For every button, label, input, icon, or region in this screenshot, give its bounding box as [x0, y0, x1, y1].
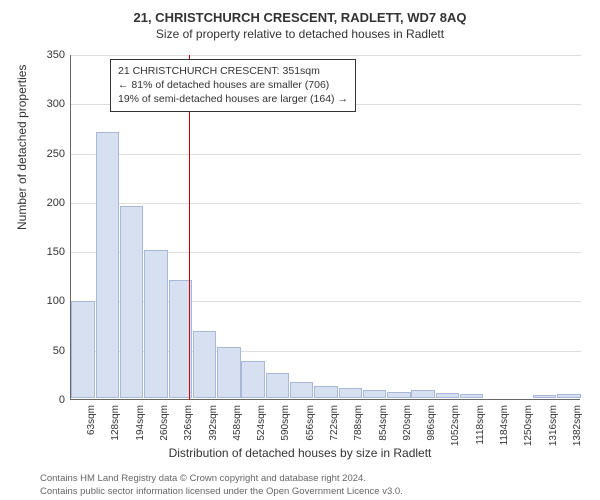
x-tick-label: 590sqm — [280, 405, 291, 441]
x-tick-label: 1316sqm — [548, 405, 559, 446]
histogram-bar — [120, 206, 143, 398]
x-tick-label: 656sqm — [305, 405, 316, 441]
histogram-bar — [533, 395, 556, 398]
x-axis-label: Distribution of detached houses by size … — [0, 446, 600, 460]
y-tick-label: 350 — [25, 49, 65, 61]
info-line-3: 19% of semi-detached houses are larger (… — [118, 92, 348, 106]
info-line-2: ← 81% of detached houses are smaller (70… — [118, 78, 348, 92]
gridline — [71, 55, 581, 56]
info-box: 21 CHRISTCHURCH CRESCENT: 351sqm ← 81% o… — [110, 59, 356, 112]
footer-line-2: Contains public sector information licen… — [40, 486, 403, 498]
chart-area: 05010015020025030035063sqm128sqm194sqm26… — [70, 55, 580, 400]
histogram-bar — [290, 382, 313, 398]
histogram-bar — [363, 390, 386, 398]
x-tick-label: 920sqm — [402, 405, 413, 441]
histogram-bar — [460, 394, 483, 398]
x-tick-label: 63sqm — [86, 405, 97, 435]
histogram-bar — [314, 386, 337, 398]
histogram-bar — [96, 132, 119, 398]
y-tick-label: 300 — [25, 98, 65, 110]
x-tick-label: 260sqm — [159, 405, 170, 441]
footer-line-1: Contains HM Land Registry data © Crown c… — [40, 473, 403, 485]
histogram-bar — [71, 301, 94, 398]
x-tick-label: 854sqm — [378, 405, 389, 441]
histogram-bar — [436, 393, 459, 398]
y-tick-label: 250 — [25, 148, 65, 160]
y-tick-label: 100 — [25, 295, 65, 307]
x-tick-label: 986sqm — [426, 405, 437, 441]
chart-title: 21, CHRISTCHURCH CRESCENT, RADLETT, WD7 … — [0, 0, 600, 25]
x-tick-label: 128sqm — [110, 405, 121, 441]
histogram-bar — [387, 392, 410, 398]
info-line-1: 21 CHRISTCHURCH CRESCENT: 351sqm — [118, 64, 348, 78]
x-tick-label: 458sqm — [232, 405, 243, 441]
histogram-bar — [241, 361, 264, 398]
histogram-bar — [557, 394, 580, 398]
histogram-bar — [411, 390, 434, 398]
footer-attribution: Contains HM Land Registry data © Crown c… — [40, 473, 403, 498]
histogram-bar — [144, 250, 167, 398]
x-tick-label: 722sqm — [329, 405, 340, 441]
histogram-bar — [217, 347, 240, 398]
x-tick-label: 392sqm — [208, 405, 219, 441]
x-tick-label: 1052sqm — [450, 405, 461, 446]
gridline — [71, 154, 581, 155]
x-tick-label: 1250sqm — [523, 405, 534, 446]
x-tick-label: 1118sqm — [475, 405, 486, 445]
histogram-bar — [266, 373, 289, 398]
chart-subtitle: Size of property relative to detached ho… — [0, 25, 600, 41]
x-tick-label: 1184sqm — [499, 405, 510, 445]
y-tick-label: 50 — [25, 345, 65, 357]
x-tick-label: 1382sqm — [572, 405, 583, 446]
x-tick-label: 788sqm — [353, 405, 364, 441]
y-tick-label: 150 — [25, 246, 65, 258]
histogram-bar — [339, 388, 362, 398]
y-tick-label: 200 — [25, 197, 65, 209]
y-tick-label: 0 — [25, 394, 65, 406]
x-tick-label: 194sqm — [135, 405, 146, 441]
x-tick-label: 524sqm — [256, 405, 267, 441]
gridline — [71, 203, 581, 204]
histogram-bar — [193, 331, 216, 398]
x-tick-label: 326sqm — [183, 405, 194, 441]
